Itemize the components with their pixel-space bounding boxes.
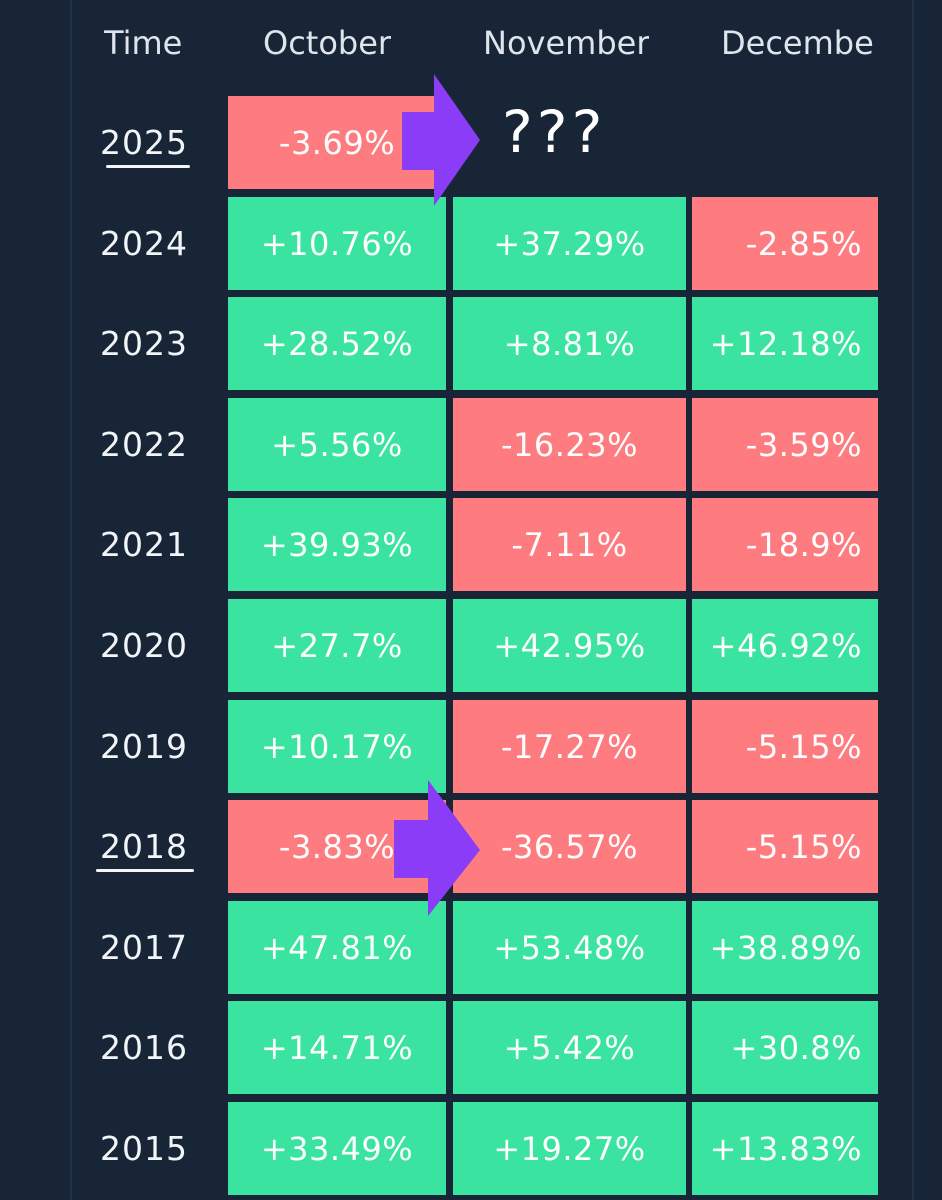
year-label-2019: 2019: [100, 727, 188, 766]
return-cell-2024-november: +37.29%: [453, 197, 686, 290]
return-cell-2019-november: -17.27%: [453, 700, 686, 793]
return-cell-2020-december: +46.92%: [692, 599, 878, 692]
return-cell-2020-october: +27.7%: [228, 599, 446, 692]
return-cell-2022-october: +5.56%: [228, 398, 446, 491]
return-cell-2019-october: +10.17%: [228, 700, 446, 793]
unknown-november-annotation: ???: [502, 98, 607, 166]
return-cell-2020-november: +42.95%: [453, 599, 686, 692]
return-cell-2024-december: -2.85%: [692, 197, 878, 290]
header-december: Decembe: [721, 24, 874, 62]
return-cell-2018-december: -5.15%: [692, 800, 878, 893]
return-cell-2021-december: -18.9%: [692, 498, 878, 591]
return-cell-2023-december: +12.18%: [692, 297, 878, 390]
right-border-line: [912, 0, 914, 1200]
return-cell-2015-october: +33.49%: [228, 1102, 446, 1195]
return-cell-2023-october: +28.52%: [228, 297, 446, 390]
header-time: Time: [104, 24, 183, 62]
year-label-2020: 2020: [100, 626, 188, 665]
header-october: October: [263, 24, 392, 62]
arrow-2025-icon: [402, 74, 480, 206]
year-label-2022: 2022: [100, 425, 188, 464]
return-cell-2015-november: +19.27%: [453, 1102, 686, 1195]
left-border-line: [70, 0, 72, 1200]
year-label-2021: 2021: [100, 525, 188, 564]
return-cell-2019-december: -5.15%: [692, 700, 878, 793]
return-cell-2023-november: +8.81%: [453, 297, 686, 390]
return-cell-2017-december: +38.89%: [692, 901, 878, 994]
return-cell-2021-october: +39.93%: [228, 498, 446, 591]
return-cell-2015-december: +13.83%: [692, 1102, 878, 1195]
return-cell-2016-november: +5.42%: [453, 1001, 686, 1094]
year-label-2015: 2015: [100, 1129, 188, 1168]
return-cell-2017-november: +53.48%: [453, 901, 686, 994]
year-label-2024: 2024: [100, 224, 188, 263]
year-label-2025: 2025: [100, 123, 188, 162]
year-label-2018: 2018: [100, 827, 188, 866]
return-cell-2022-december: -3.59%: [692, 398, 878, 491]
arrow-2018-icon: [394, 780, 480, 916]
return-cell-2021-november: -7.11%: [453, 498, 686, 591]
year-label-2017: 2017: [100, 928, 188, 967]
return-cell-2018-november: -36.57%: [453, 800, 686, 893]
year-label-2016: 2016: [100, 1028, 188, 1067]
header-november: November: [483, 24, 650, 62]
return-cell-2016-october: +14.71%: [228, 1001, 446, 1094]
underline-2025: [106, 165, 190, 168]
return-cell-2022-november: -16.23%: [453, 398, 686, 491]
underline-2018: [96, 869, 194, 872]
return-cell-2024-october: +10.76%: [228, 197, 446, 290]
return-cell-2016-december: +30.8%: [692, 1001, 878, 1094]
year-label-2023: 2023: [100, 324, 188, 363]
return-cell-2017-october: +47.81%: [228, 901, 446, 994]
